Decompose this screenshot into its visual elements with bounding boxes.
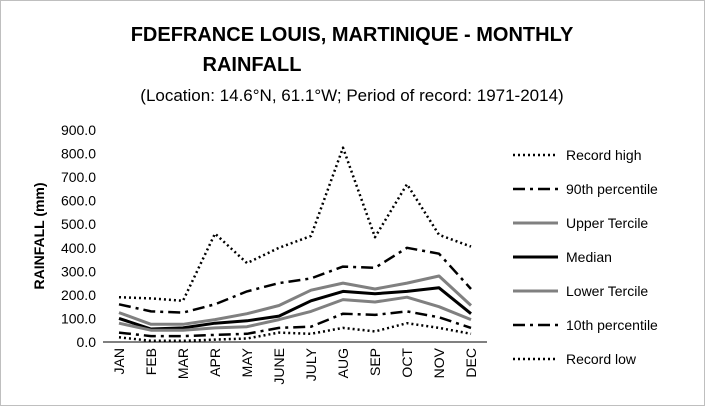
y-tick-label: 500.0 <box>61 216 96 232</box>
series-line <box>118 295 472 332</box>
legend-label: Lower Tercile <box>566 283 648 299</box>
series-line <box>118 246 472 314</box>
y-tick-labels: 0.0 100.0 200.0 300.0 400.0 500.0 600.0 700.0 80… <box>61 122 96 350</box>
x-tick-label: APR <box>207 348 223 377</box>
y-tick-label: 900.0 <box>61 122 96 138</box>
x-tick-label: NOV <box>431 347 447 378</box>
x-tick-label: JULY <box>303 347 319 381</box>
y-tick-label: 800.0 <box>61 146 96 162</box>
y-tick-label: 700.0 <box>61 169 96 185</box>
legend-label: Median <box>566 249 612 265</box>
y-tick-label: 300.0 <box>61 263 96 279</box>
chart-subtitle: (Location: 14.6°N, 61.1°W; Period of rec… <box>140 86 563 105</box>
legend-label: Upper Tercile <box>566 215 648 231</box>
legend-label: 90th percentile <box>566 181 658 197</box>
y-axis-label: RAINFALL (mm) <box>31 182 47 289</box>
y-tick-label: 0.0 <box>77 334 97 350</box>
legend-label: Record low <box>566 351 637 367</box>
legend-label: Record high <box>566 147 642 163</box>
y-tick-label: 600.0 <box>61 193 96 209</box>
legend: Record high 90th percentile Upper Tercile M… <box>513 147 658 367</box>
x-tick-labels: JAN FEB MAR APR MAY JUNE JULY AUG SEP OCT NOV DEC <box>111 347 479 384</box>
x-tick-label: JUNE <box>271 348 287 385</box>
series-line <box>118 286 472 331</box>
x-tick-label: JAN <box>111 348 127 374</box>
series-lines <box>118 146 473 343</box>
x-tick-label: SEP <box>367 348 383 376</box>
x-tick-label: MAY <box>239 347 255 377</box>
series-line <box>118 146 472 303</box>
y-tick-label: 200.0 <box>61 287 96 303</box>
x-tick-label: AUG <box>335 348 351 378</box>
chart-title-line2: RAINFALL <box>203 54 302 76</box>
x-tick-label: FEB <box>143 348 159 375</box>
y-tick-label: 400.0 <box>61 240 96 256</box>
x-tick-label: OCT <box>399 348 415 378</box>
x-tick-label: MAR <box>175 348 191 379</box>
x-tick-label: DEC <box>463 348 479 378</box>
y-tick-label: 100.0 <box>61 310 96 326</box>
chart-title-line1: FDEFRANCE LOUIS, MARTINIQUE - MONTHLY <box>131 24 574 46</box>
series-line <box>118 274 473 326</box>
legend-label: 10th percentile <box>566 317 658 333</box>
series-line <box>118 321 472 343</box>
series-line <box>118 310 472 338</box>
